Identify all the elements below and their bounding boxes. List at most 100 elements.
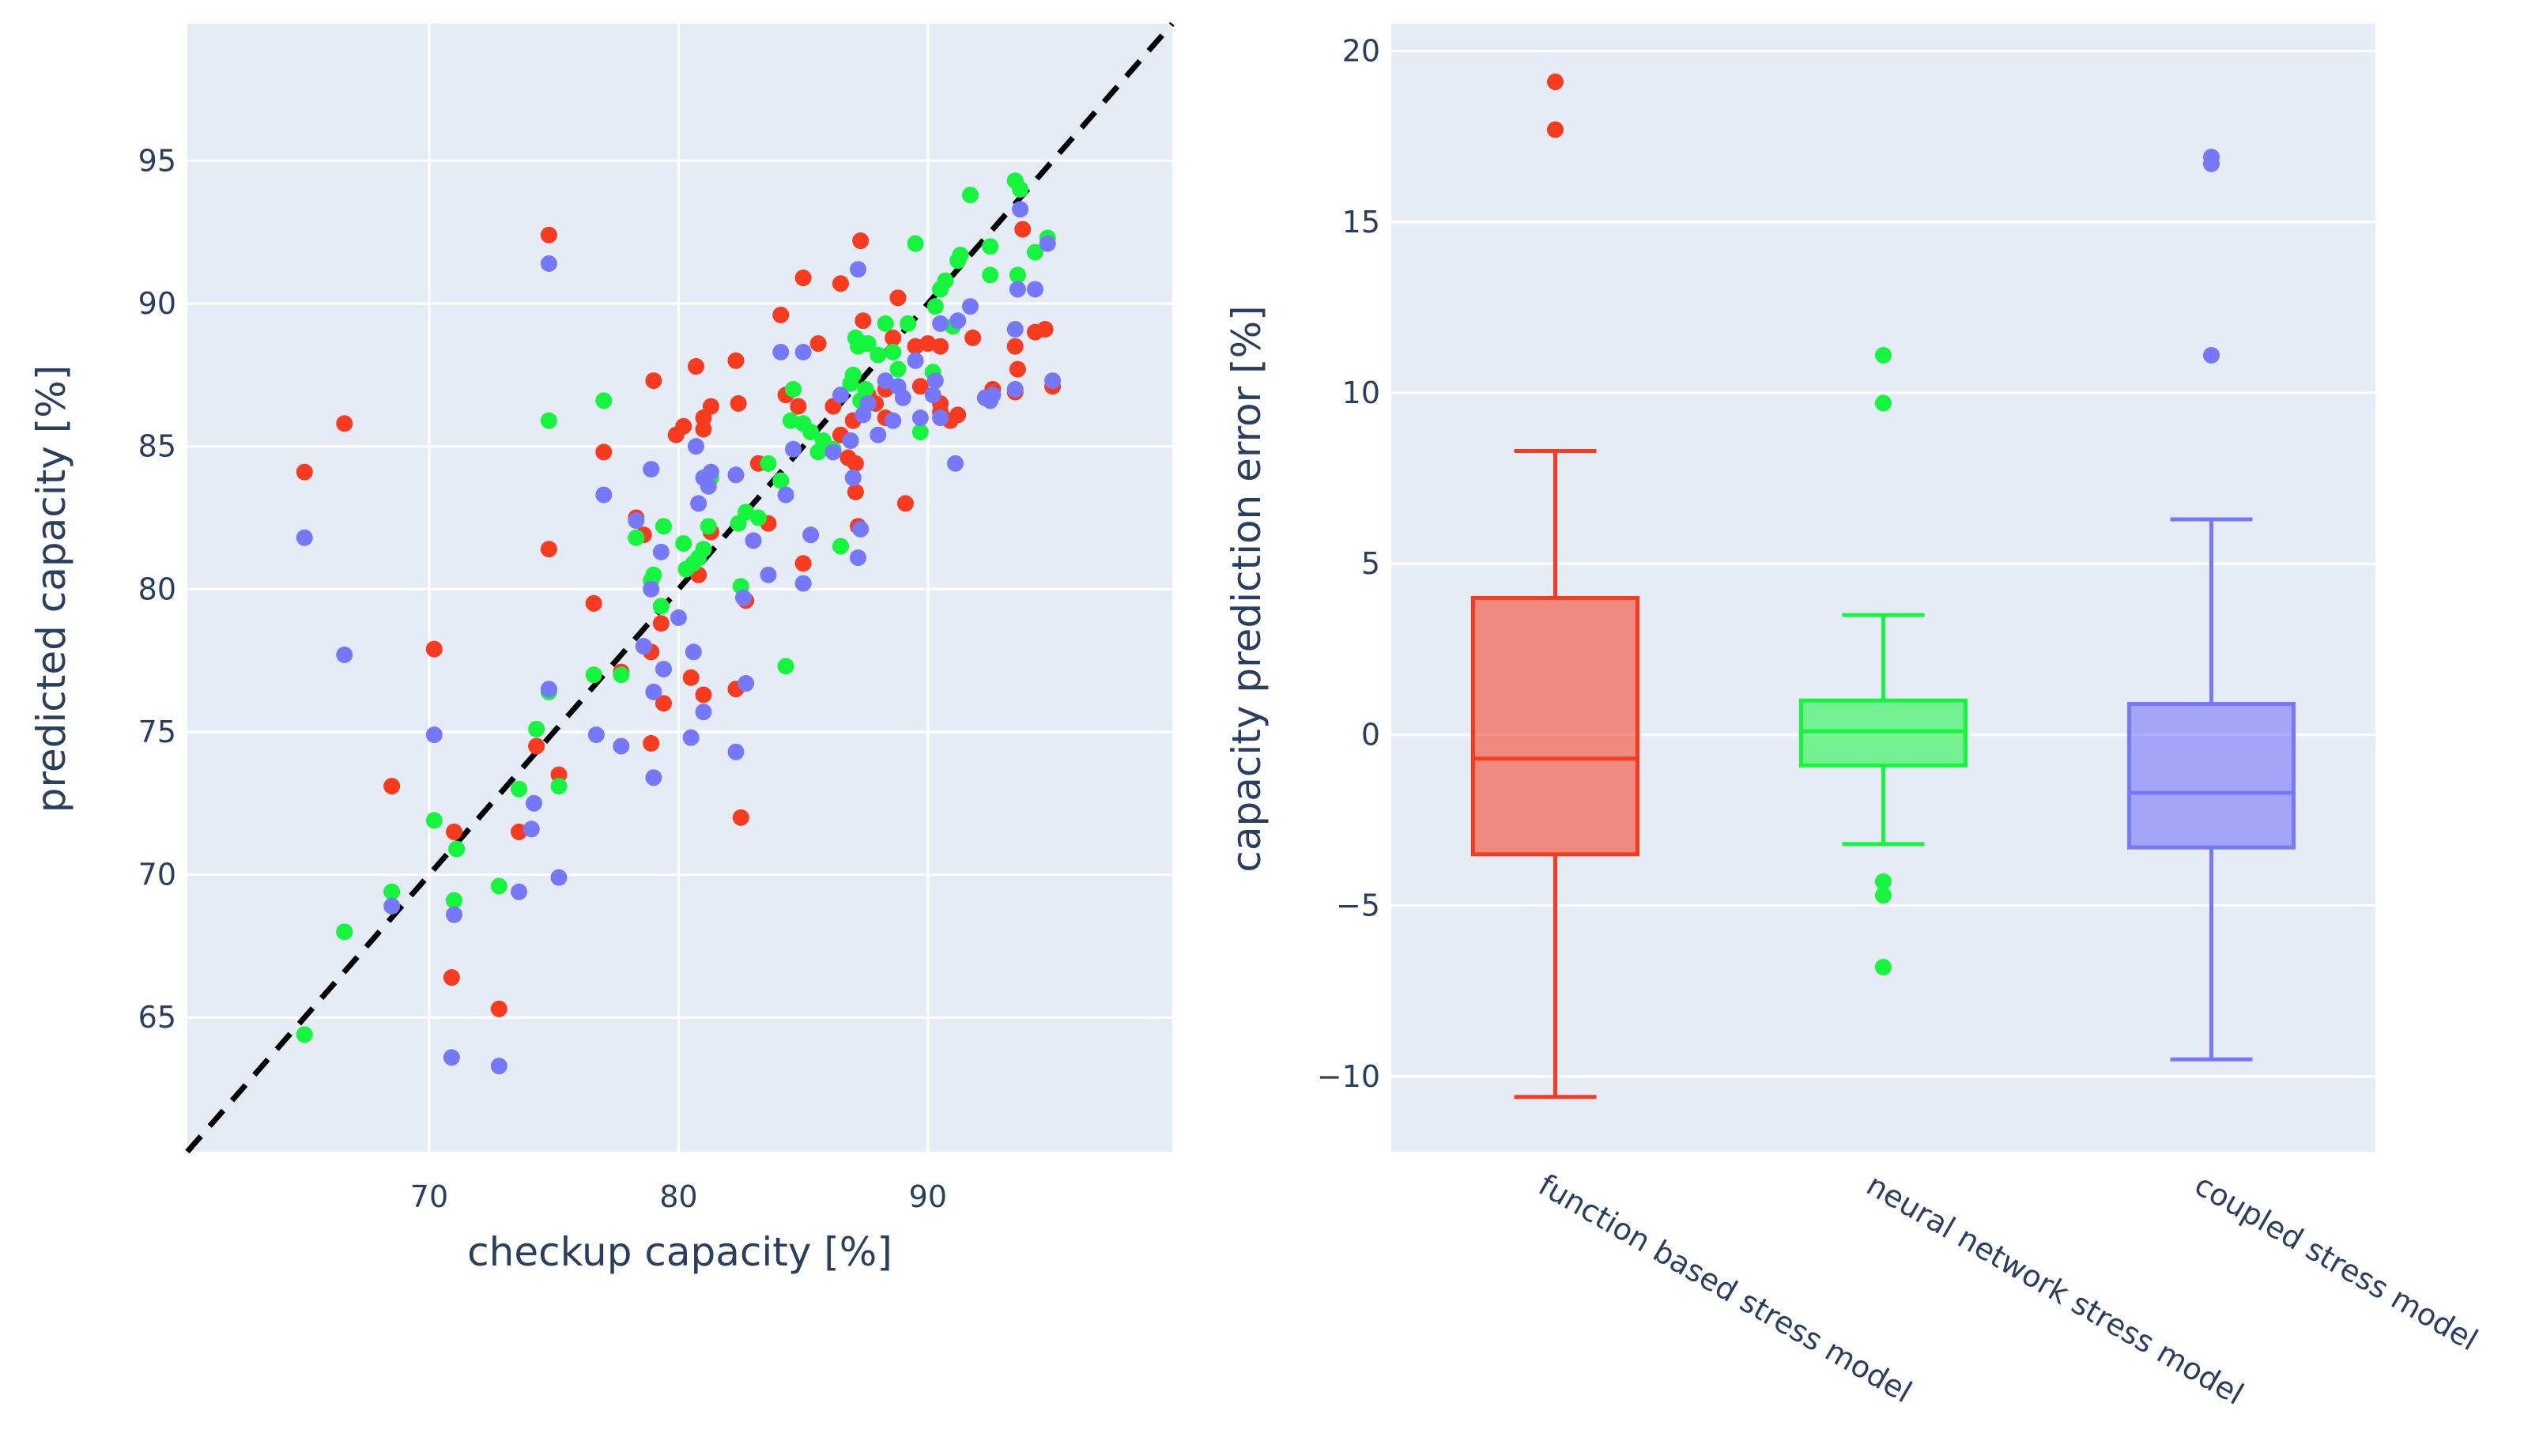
scatter-point <box>613 737 630 755</box>
scatter-point <box>511 780 528 798</box>
box-category-label: function based stress model <box>1533 1167 1918 1410</box>
scatter-point <box>643 461 660 478</box>
scatter-point <box>652 615 670 632</box>
scatter-point <box>550 778 568 795</box>
scatter-point <box>702 463 719 481</box>
scatter-point <box>842 432 859 449</box>
scatter-point <box>1012 201 1029 218</box>
scatter-point <box>889 360 907 378</box>
scatter-point <box>383 883 401 900</box>
scatter-point <box>745 532 762 549</box>
box-outlier <box>1875 887 1892 904</box>
scatter-y-tick-label: 70 <box>138 858 176 892</box>
scatter-point <box>839 449 857 466</box>
scatter-point <box>595 486 613 504</box>
scatter-point <box>870 346 887 364</box>
scatter-point <box>772 472 790 489</box>
scatter-point <box>926 298 944 315</box>
box-outlier <box>1875 873 1892 890</box>
scatter-x-tick-label: 80 <box>659 1179 697 1214</box>
scatter-point <box>907 352 924 369</box>
scatter-point <box>782 412 799 429</box>
scatter-point <box>628 529 645 546</box>
scatter-point <box>809 335 827 353</box>
scatter-point <box>802 424 820 441</box>
scatter-point <box>772 343 790 360</box>
scatter-point <box>550 766 568 783</box>
scatter-point <box>1012 181 1029 198</box>
box-outlier <box>1547 74 1564 91</box>
scatter-point <box>446 906 463 923</box>
scatter-point <box>443 1049 460 1066</box>
box-y-tick-label: 20 <box>1342 34 1380 69</box>
identity-reference-line <box>185 21 1175 1154</box>
scatter-markers <box>296 172 1062 1075</box>
scatter-point <box>749 509 767 526</box>
box-y-tick-label: 10 <box>1342 375 1380 410</box>
scatter-point <box>643 580 660 598</box>
scatter-point <box>738 504 755 521</box>
scatter-point <box>1027 243 1044 261</box>
scatter-point <box>1039 235 1056 252</box>
scatter-point <box>675 535 692 553</box>
scatter-point <box>652 543 670 560</box>
box-y-tick-label: −10 <box>1317 1059 1380 1094</box>
scatter-point <box>296 463 313 481</box>
scatter-point <box>859 335 877 353</box>
scatter-point <box>1009 281 1026 298</box>
scatter-point <box>785 380 802 398</box>
scatter-point <box>1006 338 1024 355</box>
scatter-point <box>690 495 707 512</box>
scatter-point <box>296 1026 313 1043</box>
scatter-point <box>949 312 967 330</box>
scatter-point <box>336 923 353 941</box>
scatter-point <box>443 969 460 986</box>
scatter-point <box>832 275 849 292</box>
scatter-point <box>794 343 812 360</box>
scatter-point <box>1044 372 1062 390</box>
scatter-point <box>947 455 964 472</box>
scatter-point <box>932 315 949 332</box>
scatter-point <box>540 412 557 429</box>
scatter-point <box>961 187 979 204</box>
scatter-point <box>425 726 443 744</box>
scatter-point <box>682 669 700 686</box>
scatter-point <box>964 329 982 346</box>
scatter-point <box>919 335 937 353</box>
scatter-point <box>702 398 719 415</box>
scatter-point <box>982 238 999 255</box>
scatter-plot: 70 80 90 65 70 75 80 85 90 95 checkup capacity [%… <box>28 21 1175 1275</box>
scatter-point <box>961 298 979 315</box>
scatter-point <box>847 483 864 500</box>
scatter-point <box>336 415 353 432</box>
box-y-tick-label: 5 <box>1361 546 1380 581</box>
scatter-point <box>727 743 745 760</box>
scatter-point <box>1009 360 1026 378</box>
scatter-point <box>885 412 902 429</box>
scatter-y-tick-label: 95 <box>138 143 176 178</box>
box-outlier <box>2203 346 2220 364</box>
scatter-point <box>911 409 929 427</box>
scatter-point <box>894 389 911 406</box>
scatter-series-2 <box>296 172 1056 1043</box>
scatter-point <box>511 883 528 900</box>
scatter-point <box>832 538 849 555</box>
scatter-point <box>907 235 924 252</box>
scatter-point <box>688 358 705 375</box>
scatter-point <box>525 794 542 812</box>
scatter-point <box>643 734 660 752</box>
scatter-point <box>844 366 862 383</box>
box-outlier <box>1875 958 1892 975</box>
scatter-point <box>336 646 353 663</box>
scatter-point <box>877 315 894 332</box>
scatter-point <box>655 695 672 712</box>
scatter-point <box>932 338 949 355</box>
box-series-2 <box>1799 346 1968 975</box>
scatter-point <box>852 232 870 250</box>
scatter-y-tick-label: 65 <box>138 1000 176 1035</box>
box-outlier <box>2203 155 2220 172</box>
scatter-point <box>490 1058 507 1075</box>
scatter-point <box>850 549 867 567</box>
box-category-label: neural network stress model <box>1861 1167 2250 1412</box>
scatter-point <box>924 387 941 404</box>
